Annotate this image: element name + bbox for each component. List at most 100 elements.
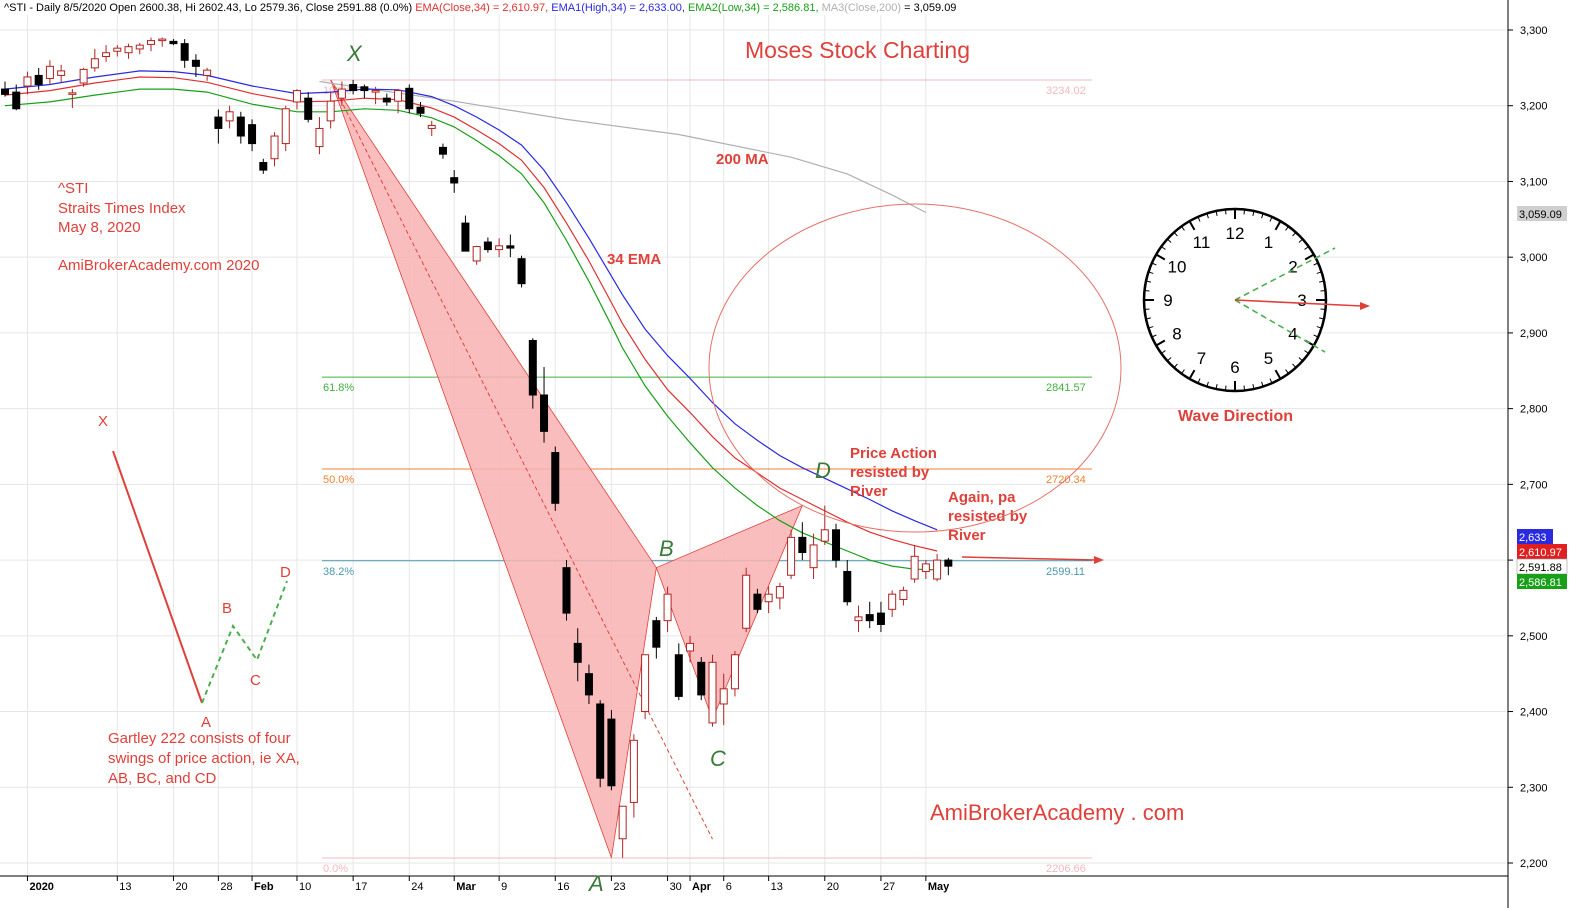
- candle-body: [395, 91, 402, 102]
- x-tick-label: 13: [771, 881, 783, 893]
- candle-body: [821, 530, 828, 541]
- candle-body: [159, 39, 166, 41]
- x-tick-label: 9: [501, 881, 507, 893]
- candle-body: [439, 147, 446, 154]
- y-tick-label: 3,100: [1520, 176, 1548, 188]
- price-action-line-1: Price Action: [850, 445, 937, 462]
- x-tick-label: 28: [220, 881, 232, 893]
- candle-body: [114, 48, 121, 51]
- chart-header: ^STI - Daily 8/5/2020 Open 2600.38, Hi 2…: [4, 2, 956, 14]
- candle-body: [496, 246, 503, 250]
- schematic-a: A: [201, 714, 211, 731]
- x-tick-label: 30: [670, 881, 682, 893]
- x-tick-label: 23: [613, 881, 625, 893]
- candle-body: [91, 59, 98, 68]
- candle-body: [147, 41, 154, 45]
- clock-number: 2: [1288, 258, 1297, 277]
- schematic-x: X: [98, 413, 108, 430]
- candle: [597, 700, 604, 787]
- ma-label: 200 MA: [716, 151, 769, 168]
- candle-body: [900, 590, 907, 599]
- fib-pct-label: 0.0%: [323, 863, 348, 875]
- candle-body: [810, 545, 817, 568]
- candle-body: [215, 117, 222, 128]
- clock-number: 11: [1193, 233, 1211, 252]
- candle-body: [316, 128, 323, 146]
- y-tick-label: 2,300: [1520, 782, 1548, 794]
- candle-body: [204, 70, 211, 75]
- clock-number: 12: [1226, 224, 1245, 243]
- sti-date: May 8, 2020: [58, 219, 141, 236]
- y-tick-label: 3,200: [1520, 101, 1548, 113]
- clock-number: 8: [1172, 325, 1181, 344]
- candle-body: [765, 594, 772, 602]
- x-tick-label: 6: [726, 881, 732, 893]
- gartley-line-1: Gartley 222 consists of four: [108, 730, 291, 747]
- candle-body: [743, 575, 750, 628]
- x-tick-label: 2020: [29, 881, 53, 893]
- clock-number: 9: [1163, 291, 1172, 310]
- candle-body: [103, 53, 110, 57]
- candle-body: [833, 530, 840, 560]
- candle-body: [136, 45, 143, 49]
- candle-body: [338, 89, 345, 98]
- candle-body: [406, 88, 413, 108]
- wave-direction-label: Wave Direction: [1178, 408, 1293, 425]
- candle-body: [271, 136, 278, 159]
- fib-pct-label: 61.8%: [323, 382, 354, 394]
- gartley-line-2: swings of price action, ie XA,: [108, 750, 300, 767]
- y-tick-label: 2,800: [1520, 404, 1548, 416]
- candle-body: [585, 674, 592, 695]
- candle-body: [664, 594, 671, 621]
- candle: [698, 657, 705, 700]
- candle-body: [518, 259, 525, 284]
- fib-value-label: 2206.66: [1046, 863, 1086, 875]
- candle-body: [80, 69, 87, 83]
- x-tick-label: May: [928, 881, 950, 893]
- candle-body: [293, 91, 300, 102]
- candle-body: [361, 87, 368, 91]
- candle-body: [58, 71, 65, 76]
- x-tick-label: 20: [175, 881, 187, 893]
- gartley-line-3: AB, BC, and CD: [108, 770, 217, 787]
- schematic-c: C: [250, 672, 261, 689]
- candle-body: [597, 704, 604, 778]
- price-action-line-3: River: [850, 483, 888, 500]
- y-tick-label: 2,400: [1520, 707, 1548, 719]
- site-text: AmiBrokerAcademy.com 2020: [58, 257, 259, 274]
- candle-body: [383, 98, 390, 102]
- price-action-line-2: resisted by: [850, 464, 930, 481]
- fib-pct-label: 50.0%: [323, 474, 354, 486]
- candle: [743, 568, 750, 632]
- y-tick-label: 2,200: [1520, 858, 1548, 870]
- candle-body: [507, 246, 514, 248]
- candle-body: [687, 643, 694, 651]
- candle-body: [473, 247, 480, 261]
- x-tick-label: 24: [411, 881, 423, 893]
- clock-number: 6: [1230, 358, 1239, 377]
- candle-body: [428, 125, 435, 128]
- tag-ema-close: 2,610.97: [1519, 547, 1562, 559]
- candle: [563, 560, 570, 621]
- candle-body: [709, 662, 716, 723]
- clock-number: 7: [1197, 349, 1206, 368]
- clock-number: 3: [1297, 291, 1306, 310]
- y-tick-label: 2,700: [1520, 479, 1548, 491]
- candle: [518, 256, 525, 288]
- candle-body: [181, 44, 188, 61]
- candle-body: [249, 125, 256, 144]
- clock-number: 5: [1264, 349, 1273, 368]
- candle-body: [889, 594, 896, 609]
- candle-body: [237, 117, 244, 136]
- y-tick-label: 3,300: [1520, 25, 1548, 37]
- fib-value-label: 2599.11: [1046, 566, 1085, 578]
- sti-name: Straits Times Index: [58, 200, 186, 217]
- candle-body: [372, 91, 379, 93]
- candle: [406, 85, 413, 114]
- ema-label: 34 EMA: [607, 251, 661, 268]
- candle-body: [327, 101, 334, 121]
- candle-body: [46, 66, 53, 78]
- candle-body: [226, 112, 233, 121]
- candle: [642, 655, 649, 719]
